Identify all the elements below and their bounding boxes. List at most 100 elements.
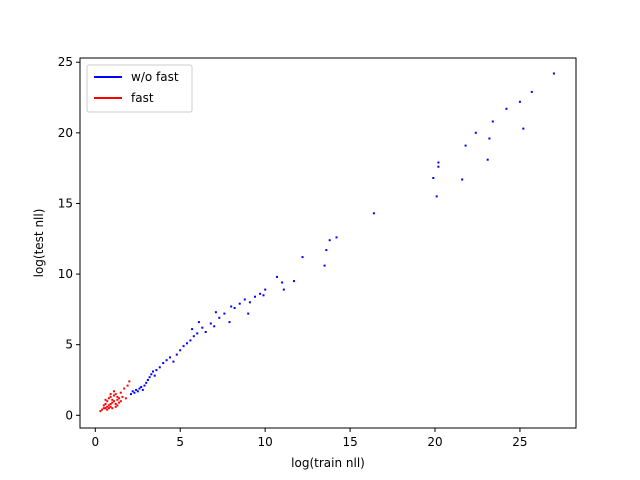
point-w-o-fast-43 <box>197 321 200 324</box>
point-w-o-fast-32 <box>218 316 221 319</box>
x-tick-label: 25 <box>512 435 527 449</box>
point-w-o-fast-23 <box>182 345 185 348</box>
point-fast-20 <box>109 405 112 408</box>
y-tick-label: 15 <box>58 196 73 210</box>
point-w-o-fast-55 <box>328 239 331 242</box>
point-fast-13 <box>107 397 110 400</box>
point-w-o-fast-6 <box>140 386 143 388</box>
point-w-o-fast-51 <box>293 280 295 283</box>
point-w-o-fast-4 <box>136 390 139 393</box>
point-fast-33 <box>104 398 107 401</box>
point-w-o-fast-63 <box>464 144 467 147</box>
point-w-o-fast-31 <box>213 325 216 328</box>
point-w-o-fast-40 <box>259 292 262 295</box>
point-w-o-fast-5 <box>138 387 141 390</box>
point-fast-18 <box>116 395 119 398</box>
point-w-o-fast-35 <box>233 307 236 309</box>
point-w-o-fast-42 <box>191 328 194 331</box>
point-w-o-fast-17 <box>162 362 165 364</box>
point-w-o-fast-3 <box>135 388 138 391</box>
point-w-o-fast-72 <box>552 72 555 75</box>
point-w-o-fast-8 <box>143 384 146 387</box>
point-w-o-fast-66 <box>488 137 491 140</box>
point-w-o-fast-10 <box>146 379 149 381</box>
point-w-o-fast-65 <box>486 158 489 161</box>
point-fast-0 <box>101 408 104 411</box>
point-w-o-fast-2 <box>133 391 136 394</box>
point-fast-3 <box>106 405 109 408</box>
point-fast-23 <box>118 401 121 404</box>
point-w-o-fast-70 <box>522 127 525 130</box>
point-fast-7 <box>113 400 115 403</box>
point-fast-17 <box>114 393 117 396</box>
point-w-o-fast-13 <box>152 370 154 373</box>
point-w-o-fast-29 <box>204 331 207 333</box>
y-axis: 0 5 10 15 20 25 <box>58 55 80 422</box>
point-w-o-fast-48 <box>276 275 278 278</box>
point-w-o-fast-71 <box>530 90 533 93</box>
point-w-o-fast-16 <box>158 366 161 369</box>
point-w-o-fast-38 <box>248 301 251 304</box>
point-fast-15 <box>111 398 114 401</box>
point-fast-37 <box>116 404 119 407</box>
point-w-o-fast-58 <box>432 177 435 179</box>
point-fast-12 <box>106 400 109 403</box>
point-fast-14 <box>109 395 112 398</box>
point-fast-29 <box>126 384 129 387</box>
point-w-o-fast-15 <box>155 369 158 372</box>
point-w-o-fast-36 <box>238 302 241 305</box>
y-tick-label: 10 <box>58 267 73 281</box>
point-w-o-fast-62 <box>461 178 464 181</box>
point-fast-30 <box>128 380 131 383</box>
point-fast-16 <box>113 394 115 397</box>
point-w-o-fast-54 <box>325 249 328 252</box>
x-tick-label: 15 <box>342 435 357 449</box>
point-fast-32 <box>99 410 102 413</box>
point-w-o-fast-12 <box>150 373 153 376</box>
point-w-o-fast-24 <box>186 342 188 345</box>
point-w-o-fast-37 <box>243 298 246 301</box>
point-w-o-fast-64 <box>474 131 477 134</box>
point-fast-36 <box>124 397 127 400</box>
y-tick-label: 0 <box>65 408 73 422</box>
point-fast-11 <box>104 403 107 405</box>
x-tick-label: 5 <box>176 435 184 449</box>
point-w-o-fast-57 <box>372 212 375 215</box>
point-fast-31 <box>121 395 124 398</box>
point-w-o-fast-67 <box>491 120 494 123</box>
point-w-o-fast-1 <box>131 390 134 393</box>
point-fast-6 <box>111 401 114 404</box>
point-w-o-fast-34 <box>228 321 231 324</box>
points-layer <box>99 72 555 413</box>
point-fast-34 <box>113 390 115 393</box>
point-w-o-fast-68 <box>505 107 508 110</box>
point-w-o-fast-7 <box>141 388 144 391</box>
x-tick-label: 20 <box>427 435 442 449</box>
point-fast-5 <box>109 403 112 405</box>
point-w-o-fast-45 <box>230 305 233 308</box>
point-w-o-fast-59 <box>435 195 438 198</box>
point-w-o-fast-20 <box>172 360 175 363</box>
point-fast-9 <box>116 398 119 401</box>
legend-label-fast: fast <box>131 91 154 105</box>
point-w-o-fast-69 <box>518 100 521 103</box>
point-w-o-fast-0 <box>130 393 132 396</box>
x-tick-label: 0 <box>91 435 99 449</box>
point-w-o-fast-22 <box>179 349 182 352</box>
point-fast-10 <box>118 397 121 400</box>
point-w-o-fast-52 <box>301 256 304 259</box>
y-tick-label: 25 <box>58 55 73 69</box>
point-w-o-fast-9 <box>145 381 148 384</box>
point-w-o-fast-21 <box>175 353 178 356</box>
point-fast-25 <box>106 408 109 411</box>
point-w-o-fast-26 <box>192 335 195 338</box>
plot-frame <box>79 57 577 429</box>
point-w-o-fast-61 <box>437 161 440 164</box>
x-tick-label: 10 <box>258 435 273 449</box>
point-w-o-fast-41 <box>264 288 267 291</box>
y-tick-label: 20 <box>58 126 73 140</box>
point-fast-26 <box>107 407 110 410</box>
point-w-o-fast-46 <box>247 312 250 315</box>
point-w-o-fast-60 <box>437 165 440 168</box>
